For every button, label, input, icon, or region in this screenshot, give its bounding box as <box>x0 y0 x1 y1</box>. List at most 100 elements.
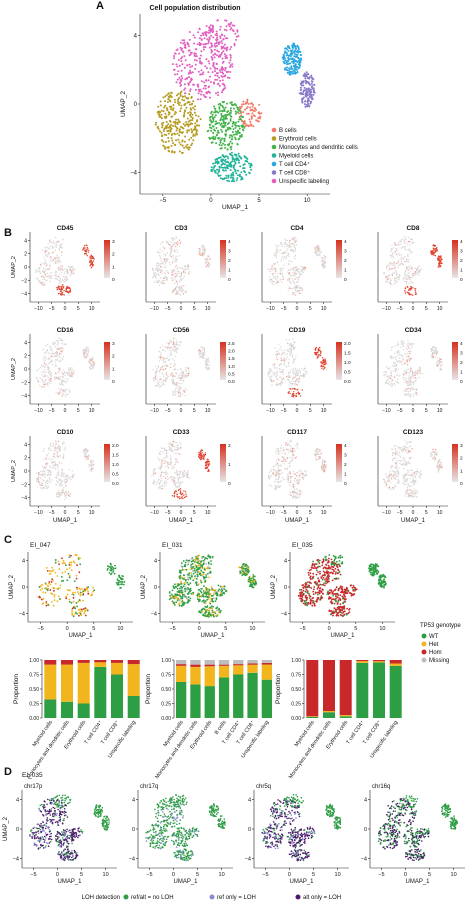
umap-point <box>181 267 183 269</box>
y-tick-label: 2 <box>24 354 27 360</box>
umap-point <box>153 275 155 278</box>
umap-point <box>295 381 297 383</box>
umap-point <box>197 31 200 34</box>
umap-point <box>193 58 196 61</box>
umap-point <box>62 373 65 375</box>
y-tick-label: 2 <box>24 252 27 258</box>
umap-point <box>42 465 44 467</box>
umap-point <box>173 344 175 346</box>
umap-point <box>64 390 66 393</box>
umap-point <box>44 262 47 265</box>
umap-point <box>39 280 41 282</box>
umap-point <box>390 262 392 264</box>
umap-point <box>234 136 237 139</box>
umap-point <box>226 113 229 116</box>
umap-point <box>296 374 298 377</box>
umap-point <box>43 283 45 286</box>
umap-point <box>390 357 392 359</box>
umap-point <box>222 169 225 172</box>
umap-point <box>58 269 60 271</box>
umap-point <box>295 291 297 294</box>
umap-point <box>223 137 226 140</box>
umap-point <box>69 291 71 293</box>
umap-point <box>397 342 399 344</box>
umap-point <box>181 77 184 80</box>
umap-point <box>165 372 167 374</box>
umap-point <box>280 381 282 383</box>
umap-point <box>48 370 51 372</box>
umap-point <box>235 38 237 41</box>
umap-point <box>437 266 439 268</box>
umap-point <box>164 95 167 98</box>
umap-point <box>403 342 405 344</box>
umap-point <box>396 374 398 377</box>
y-tick-label: 0 <box>134 102 138 108</box>
umap-point <box>55 391 57 394</box>
umap-point <box>284 68 286 71</box>
umap-point <box>69 375 71 378</box>
x-tick-label: 5 <box>77 408 80 414</box>
umap-point <box>390 256 392 259</box>
umap-point <box>67 393 69 395</box>
umap-point <box>160 381 163 384</box>
umap-point <box>401 263 403 265</box>
umap-point <box>217 137 220 140</box>
umap-point <box>202 251 204 253</box>
marker-title: CD16 <box>57 327 74 334</box>
umap-point <box>205 92 208 95</box>
umap-point <box>158 284 160 287</box>
umap-point <box>238 137 241 140</box>
umap-point <box>193 42 196 45</box>
umap-point <box>65 382 67 384</box>
umap-point <box>152 268 154 270</box>
umap-point <box>182 372 184 375</box>
umap-point <box>406 244 408 246</box>
umap-point <box>246 101 249 104</box>
umap-point <box>291 353 294 355</box>
umap-point <box>46 474 49 477</box>
umap-point <box>406 278 409 281</box>
umap-point <box>187 112 190 114</box>
umap-point <box>156 385 159 387</box>
umap-point <box>220 68 223 70</box>
legend-label: Myeloid cells <box>279 154 313 160</box>
umap-point <box>312 87 315 90</box>
umap-point <box>220 45 223 48</box>
umap-point <box>176 386 179 388</box>
umap-point <box>412 375 415 377</box>
legend-swatch <box>271 127 277 133</box>
umap-point <box>56 254 58 256</box>
umap-point <box>172 237 174 240</box>
umap-point <box>396 360 398 362</box>
umap-point <box>56 447 59 450</box>
umap-point <box>69 266 71 269</box>
umap-point <box>413 343 415 345</box>
umap-point <box>415 293 417 295</box>
umap-point <box>231 154 234 157</box>
umap-point <box>234 161 237 164</box>
umap-point <box>186 43 189 46</box>
umap-point <box>177 267 179 269</box>
umap-point <box>227 70 230 73</box>
umap-point <box>223 87 226 90</box>
umap-point <box>183 275 186 277</box>
umap-point <box>205 266 208 268</box>
umap-point <box>404 270 407 273</box>
umap-point <box>388 282 390 284</box>
umap-point <box>222 120 225 123</box>
umap-point <box>289 287 292 290</box>
umap-point <box>193 125 196 128</box>
umap-point <box>229 114 232 117</box>
x-tick-label: −10 <box>34 306 43 312</box>
umap-point <box>157 365 160 367</box>
umap-point <box>411 277 413 279</box>
umap-point <box>292 378 294 380</box>
umap-point <box>275 254 277 256</box>
umap-point <box>57 393 59 395</box>
umap-point <box>273 254 275 256</box>
umap-point <box>208 27 211 30</box>
umap-point <box>73 370 75 372</box>
umap-point <box>203 81 206 84</box>
umap-point <box>49 378 51 380</box>
umap-point <box>294 274 296 277</box>
